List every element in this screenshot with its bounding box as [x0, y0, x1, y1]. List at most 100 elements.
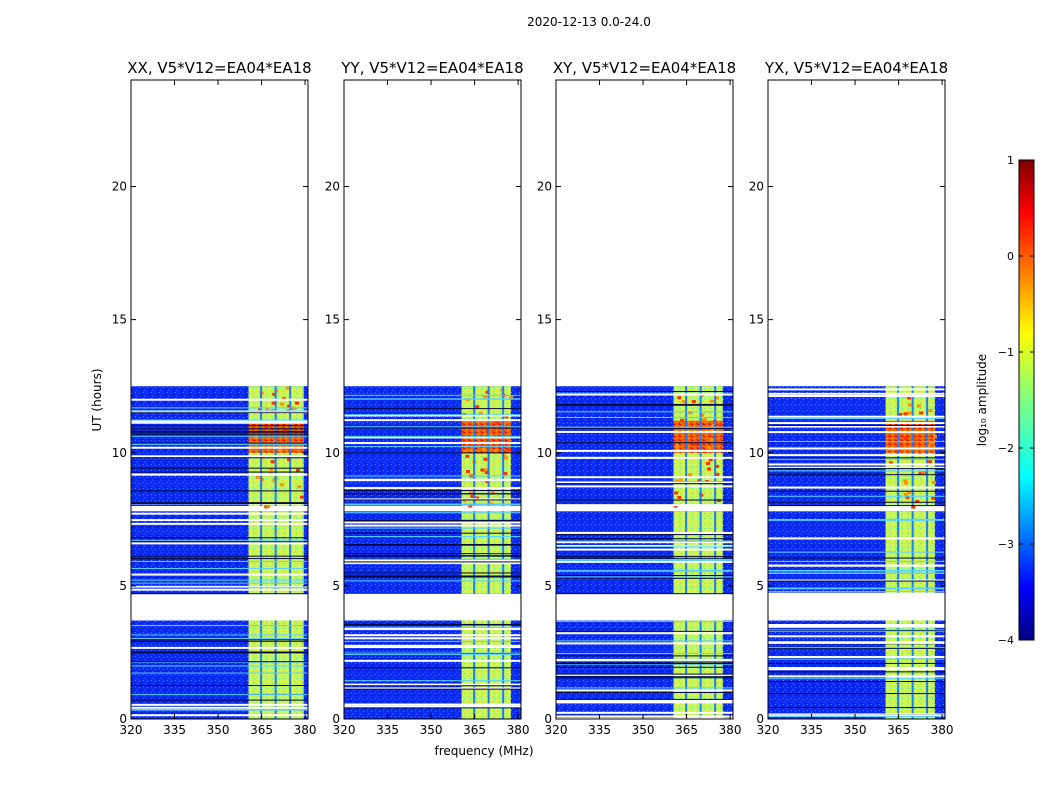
axes-frame	[130, 79, 309, 720]
x-tick-label: 320	[757, 723, 780, 737]
row-line	[768, 537, 945, 540]
row-line	[556, 538, 733, 540]
y-tick-label: 5	[119, 579, 127, 593]
x-tick-label: 350	[632, 723, 655, 737]
row-line	[768, 647, 945, 649]
y-tick-label: 0	[756, 712, 764, 726]
row-line	[768, 463, 945, 466]
row-line	[556, 577, 733, 579]
row-line	[131, 407, 308, 409]
row-line	[344, 628, 521, 631]
rfi-speckle	[674, 491, 679, 495]
rfi-speckle	[898, 413, 903, 417]
row-line	[344, 634, 521, 637]
row-line	[768, 588, 945, 590]
row-line	[131, 522, 308, 525]
row-line	[344, 436, 521, 438]
row-line	[131, 573, 308, 576]
row-line	[131, 428, 308, 430]
row-line	[556, 485, 733, 488]
channel-divider	[260, 386, 263, 506]
channel-divider	[685, 511, 688, 594]
panel-title: XX, V5*V12=EA04*EA18	[127, 59, 311, 77]
colorbar-tick-label: 1	[1007, 154, 1014, 167]
row-line	[556, 663, 733, 665]
row-line	[344, 532, 521, 534]
row-line	[556, 555, 733, 557]
row-line	[131, 709, 308, 711]
rfi-speckle	[265, 407, 270, 411]
rfi-speckle	[468, 504, 473, 508]
row-line	[556, 559, 733, 561]
rfi-speckle	[287, 432, 292, 436]
row-line	[556, 393, 733, 396]
rfi-speckle	[710, 427, 715, 431]
colorbar-tick-label: −4	[998, 634, 1014, 647]
row-line	[344, 637, 521, 640]
axes-frame	[555, 79, 734, 720]
row-line	[131, 502, 308, 504]
channel-divider	[714, 511, 717, 594]
row-line	[768, 658, 945, 660]
row-line	[131, 398, 308, 401]
rfi-speckle	[475, 405, 480, 409]
x-tick-label: 335	[588, 723, 611, 737]
rfi-speckle	[707, 446, 712, 450]
row-line	[768, 707, 945, 709]
channel-divider	[699, 511, 702, 594]
row-line	[344, 640, 521, 642]
rfi-speckle	[691, 400, 696, 404]
rfi-speckle	[911, 505, 916, 509]
row-line	[556, 417, 733, 419]
row-line	[131, 519, 308, 522]
row-line	[768, 662, 945, 664]
row-line	[556, 576, 733, 578]
row-line	[131, 512, 308, 515]
row-line	[131, 555, 308, 557]
row-line	[556, 545, 733, 547]
row-line	[131, 542, 308, 545]
channel-divider	[699, 386, 702, 506]
rfi-speckle	[702, 417, 707, 421]
row-line	[556, 691, 733, 693]
rfi-speckle	[485, 390, 490, 394]
panel-title: XY, V5*V12=EA04*EA18	[553, 59, 736, 77]
rfi-speckle	[677, 495, 682, 499]
rfi-speckle	[509, 396, 514, 400]
row-line	[344, 683, 521, 686]
row-line	[556, 569, 733, 571]
row-line	[768, 714, 945, 717]
rfi-speckle	[715, 396, 720, 400]
row-line	[556, 687, 733, 689]
row-line	[556, 570, 733, 572]
row-line	[344, 703, 521, 706]
row-line	[131, 646, 308, 649]
rfi-speckle	[903, 436, 908, 440]
row-line	[131, 651, 308, 653]
row-line	[768, 667, 945, 670]
channel-divider	[473, 620, 476, 719]
row-line	[344, 527, 521, 529]
channel-divider	[473, 511, 476, 594]
row-line	[344, 436, 521, 439]
x-tick-label: 320	[120, 723, 143, 737]
row-line	[344, 626, 521, 628]
y-tick-label: 10	[112, 446, 127, 460]
channel-divider	[502, 386, 505, 506]
rfi-speckle	[928, 409, 933, 413]
row-line	[131, 661, 308, 663]
row-line	[131, 639, 308, 641]
row-line	[556, 673, 733, 676]
rfi-speckle	[465, 454, 470, 458]
rfi-speckle	[483, 457, 488, 461]
row-line	[131, 582, 308, 584]
rfi-speckle	[675, 443, 680, 447]
row-line	[344, 478, 521, 481]
row-line	[768, 671, 945, 673]
row-line	[768, 392, 945, 395]
row-line	[131, 568, 308, 570]
rfi-speckle	[710, 399, 715, 403]
row-line	[131, 446, 308, 449]
row-line	[768, 579, 945, 582]
rfi-speckle	[466, 469, 471, 473]
